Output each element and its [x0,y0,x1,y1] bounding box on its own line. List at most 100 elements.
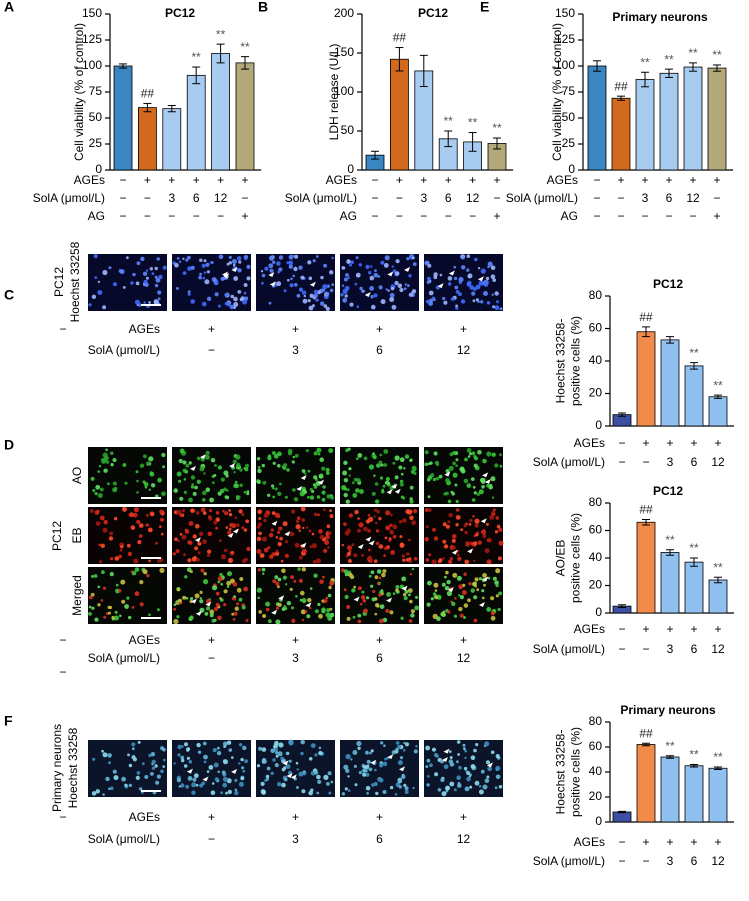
y-axis-label: AO/EB [554,540,568,577]
treatment-value: + [714,622,721,636]
cell [90,592,95,597]
cell [445,524,450,529]
cell [424,450,429,455]
cell [472,498,476,502]
y-tick-label: 60 [589,321,603,335]
cell [292,455,295,459]
cell [331,256,334,260]
image-panel-label: PC12 [50,521,64,551]
cell [130,525,136,530]
cell [291,254,295,258]
cell [294,453,299,458]
cell [160,769,164,773]
cell [241,513,245,516]
cell [382,569,387,574]
cell [268,301,272,305]
cell [187,266,192,271]
cell [414,595,419,600]
cell [354,783,358,787]
cell [244,759,249,764]
cell [232,618,236,621]
cell [467,598,471,603]
cell [470,588,475,593]
cell [182,595,187,600]
cell [495,584,499,588]
cell [285,540,289,544]
cell [448,759,453,764]
micrograph [256,506,335,564]
cell [395,259,400,264]
cell [273,453,279,459]
cell [190,475,196,480]
cell [342,297,348,303]
cell [289,587,293,592]
cell [219,572,223,577]
arrowhead [205,601,212,607]
cell [142,271,148,276]
cell [474,780,480,786]
cell [186,747,191,751]
cell [373,293,378,298]
cell [398,520,403,524]
cell [403,287,407,291]
cell [440,759,444,764]
treatment-value: 6 [376,832,383,846]
bar [162,108,182,171]
cell [243,490,247,494]
cell [404,454,410,459]
cell [387,289,390,292]
cell [299,491,305,497]
cell [263,512,269,518]
cell [233,471,236,474]
cell [370,584,374,588]
bar [635,79,655,171]
cell [342,470,348,476]
cell [402,593,407,597]
cell [100,543,106,548]
cell [281,782,286,788]
cell [482,458,487,464]
cell [499,307,503,311]
significance-label: ## [639,726,653,740]
cell [243,283,248,287]
significance-label: ** [468,116,478,130]
cell [316,774,321,780]
arrowhead [357,544,364,550]
cell [321,599,325,603]
cell [309,293,314,298]
cell [408,292,413,297]
cell [381,490,385,494]
cell [120,579,126,585]
cell [178,598,182,603]
bar [660,756,680,823]
treatment-value: + [690,436,697,450]
cell [103,519,108,525]
cell [374,482,379,486]
treatment-value: + [713,209,720,223]
cell [122,506,127,512]
cell [204,279,210,285]
cell [461,256,465,260]
cell [194,485,198,490]
treatment-label: AG [561,209,578,223]
arrowhead [484,478,491,484]
treatment-value: − [642,455,649,469]
cell [178,458,183,464]
cell [477,540,482,545]
cell [446,590,452,597]
cell [94,492,98,496]
cell [195,524,200,529]
cell [90,509,94,513]
cell [184,529,190,534]
cell [238,509,243,514]
cell [427,276,431,281]
cell [347,276,351,280]
cell [217,465,222,470]
cell [101,749,104,753]
treatment-value: − [208,343,215,357]
treatment-value: − [144,191,151,205]
cell [476,588,480,592]
cell [439,273,443,277]
cell [225,791,228,795]
cell [492,576,497,581]
